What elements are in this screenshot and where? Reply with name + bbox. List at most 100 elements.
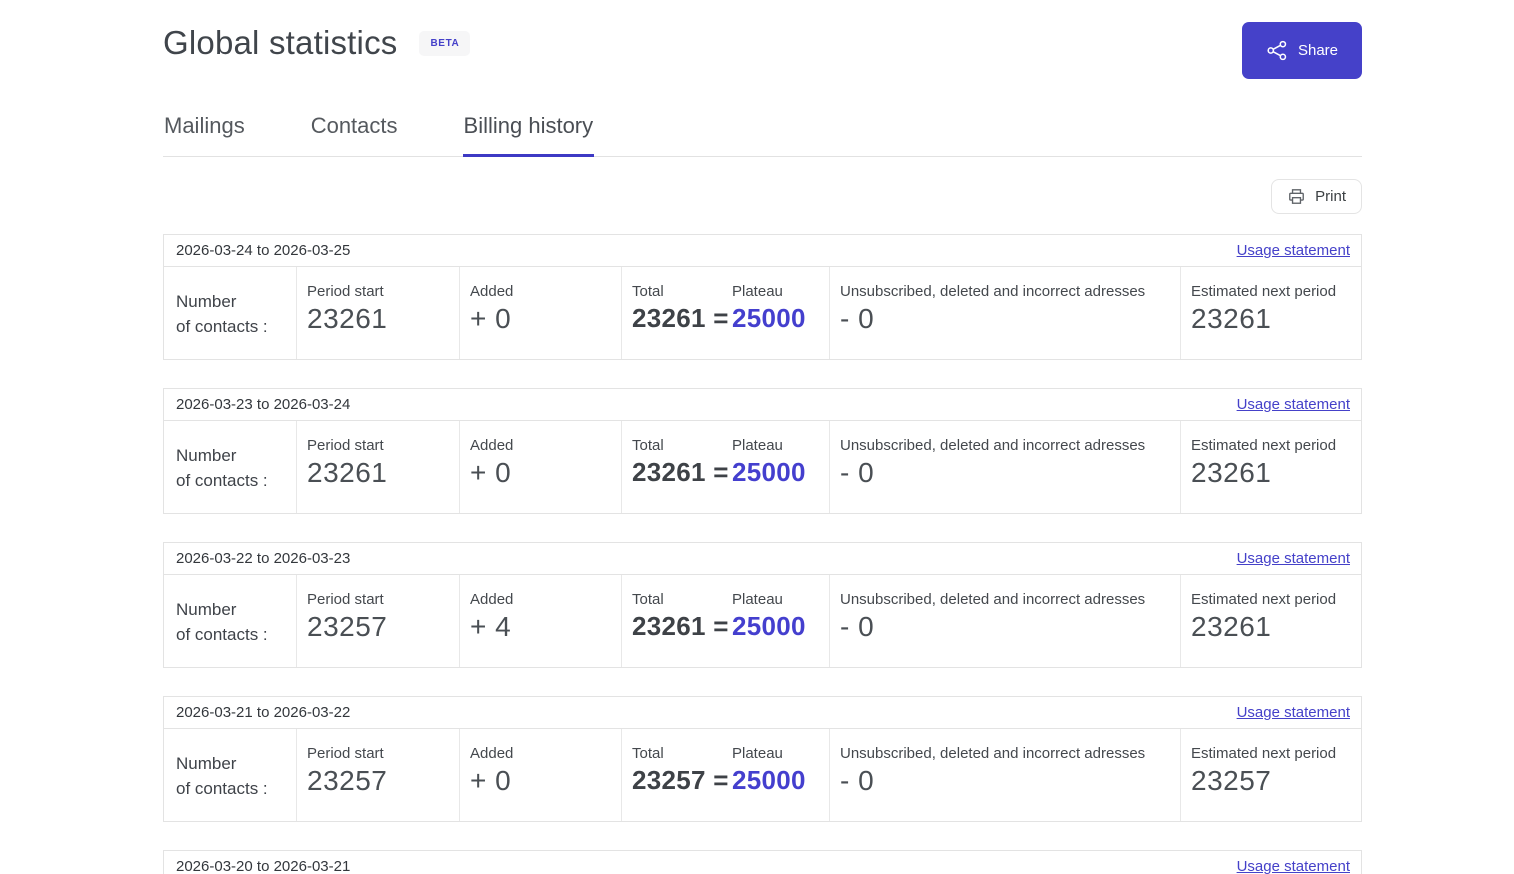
- unsubscribed-cell: Unsubscribed, deleted and incorrect adre…: [829, 575, 1180, 667]
- billing-period-card: 2026-03-24 to 2026-03-25 Usage statement…: [163, 234, 1362, 360]
- estimated-next-period-value: 23261: [1191, 303, 1272, 334]
- equals-sign: =: [713, 611, 729, 641]
- unsubscribed-cell: Unsubscribed, deleted and incorrect adre…: [829, 421, 1180, 513]
- total-value: 23261: [632, 457, 706, 487]
- tab-billing-history[interactable]: Billing history: [462, 103, 595, 157]
- added-value: + 0: [470, 765, 512, 796]
- printer-icon: [1287, 187, 1306, 206]
- unsubscribed-cell: Unsubscribed, deleted and incorrect adre…: [829, 267, 1180, 359]
- period-card-header: 2026-03-22 to 2026-03-23 Usage statement: [164, 543, 1361, 575]
- share-button-label: Share: [1297, 42, 1338, 59]
- number-of-contacts-label-line2: of contacts :: [176, 625, 268, 644]
- unsubscribed-value: - 0: [840, 303, 875, 334]
- added-label: Added: [470, 437, 514, 454]
- plateau-label: Plateau: [732, 745, 783, 762]
- period-card-header: 2026-03-20 to 2026-03-21 Usage statement: [164, 851, 1361, 874]
- total-value: 23257: [632, 765, 706, 795]
- period-body: Number of contacts : Period start 23257 …: [164, 575, 1361, 667]
- added-label: Added: [470, 745, 514, 762]
- billing-period-card: 2026-03-21 to 2026-03-22 Usage statement…: [163, 696, 1362, 822]
- added-cell: Added + 0: [459, 729, 621, 821]
- usage-statement-link[interactable]: Usage statement: [1236, 704, 1350, 721]
- period-card-header: 2026-03-21 to 2026-03-22 Usage statement: [164, 697, 1361, 729]
- billing-period-card: 2026-03-23 to 2026-03-24 Usage statement…: [163, 388, 1362, 514]
- billing-period-card: 2026-03-20 to 2026-03-21 Usage statement…: [163, 850, 1362, 874]
- added-value: + 0: [470, 457, 512, 488]
- period-body: Number of contacts : Period start 23261 …: [164, 267, 1361, 359]
- period-date-range: 2026-03-20 to 2026-03-21: [176, 858, 351, 874]
- print-button[interactable]: Print: [1271, 179, 1362, 214]
- unsubscribed-cell: Unsubscribed, deleted and incorrect adre…: [829, 729, 1180, 821]
- period-body: Number of contacts : Period start 23261 …: [164, 421, 1361, 513]
- usage-statement-link[interactable]: Usage statement: [1236, 550, 1350, 567]
- period-start-label: Period start: [307, 283, 384, 300]
- number-of-contacts-label-line2: of contacts :: [176, 317, 268, 336]
- period-start-value: 23257: [307, 765, 388, 796]
- period-date-range: 2026-03-24 to 2026-03-25: [176, 242, 351, 259]
- number-of-contacts-label-line2: of contacts :: [176, 471, 268, 490]
- unsubscribed-value: - 0: [840, 765, 875, 796]
- total-plateau-grid: Total Plateau 23261 = 25000: [632, 591, 821, 642]
- tab-contacts[interactable]: Contacts: [310, 113, 398, 138]
- equals-sign: =: [713, 457, 729, 487]
- added-value: + 0: [470, 303, 512, 334]
- estimated-next-period-label: Estimated next period: [1191, 745, 1337, 762]
- estimated-next-period-value: 23261: [1191, 611, 1272, 642]
- total-label: Total: [632, 437, 664, 454]
- estimated-next-period-cell: Estimated next period 23261: [1180, 575, 1361, 667]
- total-plateau-cell: Total Plateau 23261 = 25000: [621, 267, 829, 359]
- number-of-contacts-label-line1: Number: [176, 446, 237, 465]
- added-cell: Added + 0: [459, 421, 621, 513]
- share-icon: [1266, 39, 1289, 62]
- plateau-value: 25000: [732, 303, 806, 333]
- main-content: Global statistics BETA Share Mailings Con…: [163, 0, 1362, 874]
- period-card-header: 2026-03-24 to 2026-03-25 Usage statement: [164, 235, 1361, 267]
- number-of-contacts-label-line1: Number: [176, 600, 237, 619]
- total-plateau-grid: Total Plateau 23261 = 25000: [632, 283, 821, 334]
- plateau-label: Plateau: [732, 283, 783, 300]
- period-card-header: 2026-03-23 to 2026-03-24 Usage statement: [164, 389, 1361, 421]
- added-cell: Added + 0: [459, 267, 621, 359]
- unsubscribed-label: Unsubscribed, deleted and incorrect adre…: [840, 591, 1146, 608]
- plateau-label: Plateau: [732, 591, 783, 608]
- total-plateau-cell: Total Plateau 23257 = 25000: [621, 729, 829, 821]
- plateau-value: 25000: [732, 765, 806, 795]
- estimated-next-period-cell: Estimated next period 23261: [1180, 267, 1361, 359]
- unsubscribed-value: - 0: [840, 611, 875, 642]
- number-of-contacts-cell: Number of contacts :: [164, 267, 296, 359]
- estimated-next-period-label: Estimated next period: [1191, 283, 1337, 300]
- estimated-next-period-cell: Estimated next period 23257: [1180, 729, 1361, 821]
- period-start-label: Period start: [307, 745, 384, 762]
- total-label: Total: [632, 745, 664, 762]
- usage-statement-link[interactable]: Usage statement: [1236, 242, 1350, 259]
- unsubscribed-label: Unsubscribed, deleted and incorrect adre…: [840, 283, 1146, 300]
- total-plateau-cell: Total Plateau 23261 = 25000: [621, 421, 829, 513]
- usage-statement-link[interactable]: Usage statement: [1236, 396, 1350, 413]
- print-row: Print: [163, 179, 1362, 214]
- period-start-label: Period start: [307, 591, 384, 608]
- number-of-contacts-cell: Number of contacts :: [164, 421, 296, 513]
- page-header: Global statistics BETA Share: [163, 22, 1362, 79]
- period-start-value: 23257: [307, 611, 388, 642]
- number-of-contacts-cell: Number of contacts :: [164, 729, 296, 821]
- total-plateau-cell: Total Plateau 23261 = 25000: [621, 575, 829, 667]
- tab-mailings[interactable]: Mailings: [164, 113, 245, 138]
- share-button[interactable]: Share: [1241, 22, 1362, 79]
- period-start-cell: Period start 23257: [296, 729, 459, 821]
- billing-period-card: 2026-03-22 to 2026-03-23 Usage statement…: [163, 542, 1362, 668]
- total-plateau-grid: Total Plateau 23257 = 25000: [632, 745, 821, 796]
- unsubscribed-value: - 0: [840, 457, 875, 488]
- period-date-range: 2026-03-22 to 2026-03-23: [176, 550, 351, 567]
- period-body: Number of contacts : Period start 23257 …: [164, 729, 1361, 821]
- tab-bar: Mailings Contacts Billing history: [163, 103, 1362, 157]
- added-cell: Added + 4: [459, 575, 621, 667]
- estimated-next-period-label: Estimated next period: [1191, 437, 1337, 454]
- total-plateau-grid: Total Plateau 23261 = 25000: [632, 437, 821, 488]
- beta-badge: BETA: [419, 30, 471, 56]
- estimated-next-period-value: 23257: [1191, 765, 1272, 796]
- usage-statement-link[interactable]: Usage statement: [1236, 858, 1350, 874]
- period-date-range: 2026-03-23 to 2026-03-24: [176, 396, 351, 413]
- number-of-contacts-cell: Number of contacts :: [164, 575, 296, 667]
- total-value: 23261: [632, 611, 706, 641]
- total-label: Total: [632, 283, 664, 300]
